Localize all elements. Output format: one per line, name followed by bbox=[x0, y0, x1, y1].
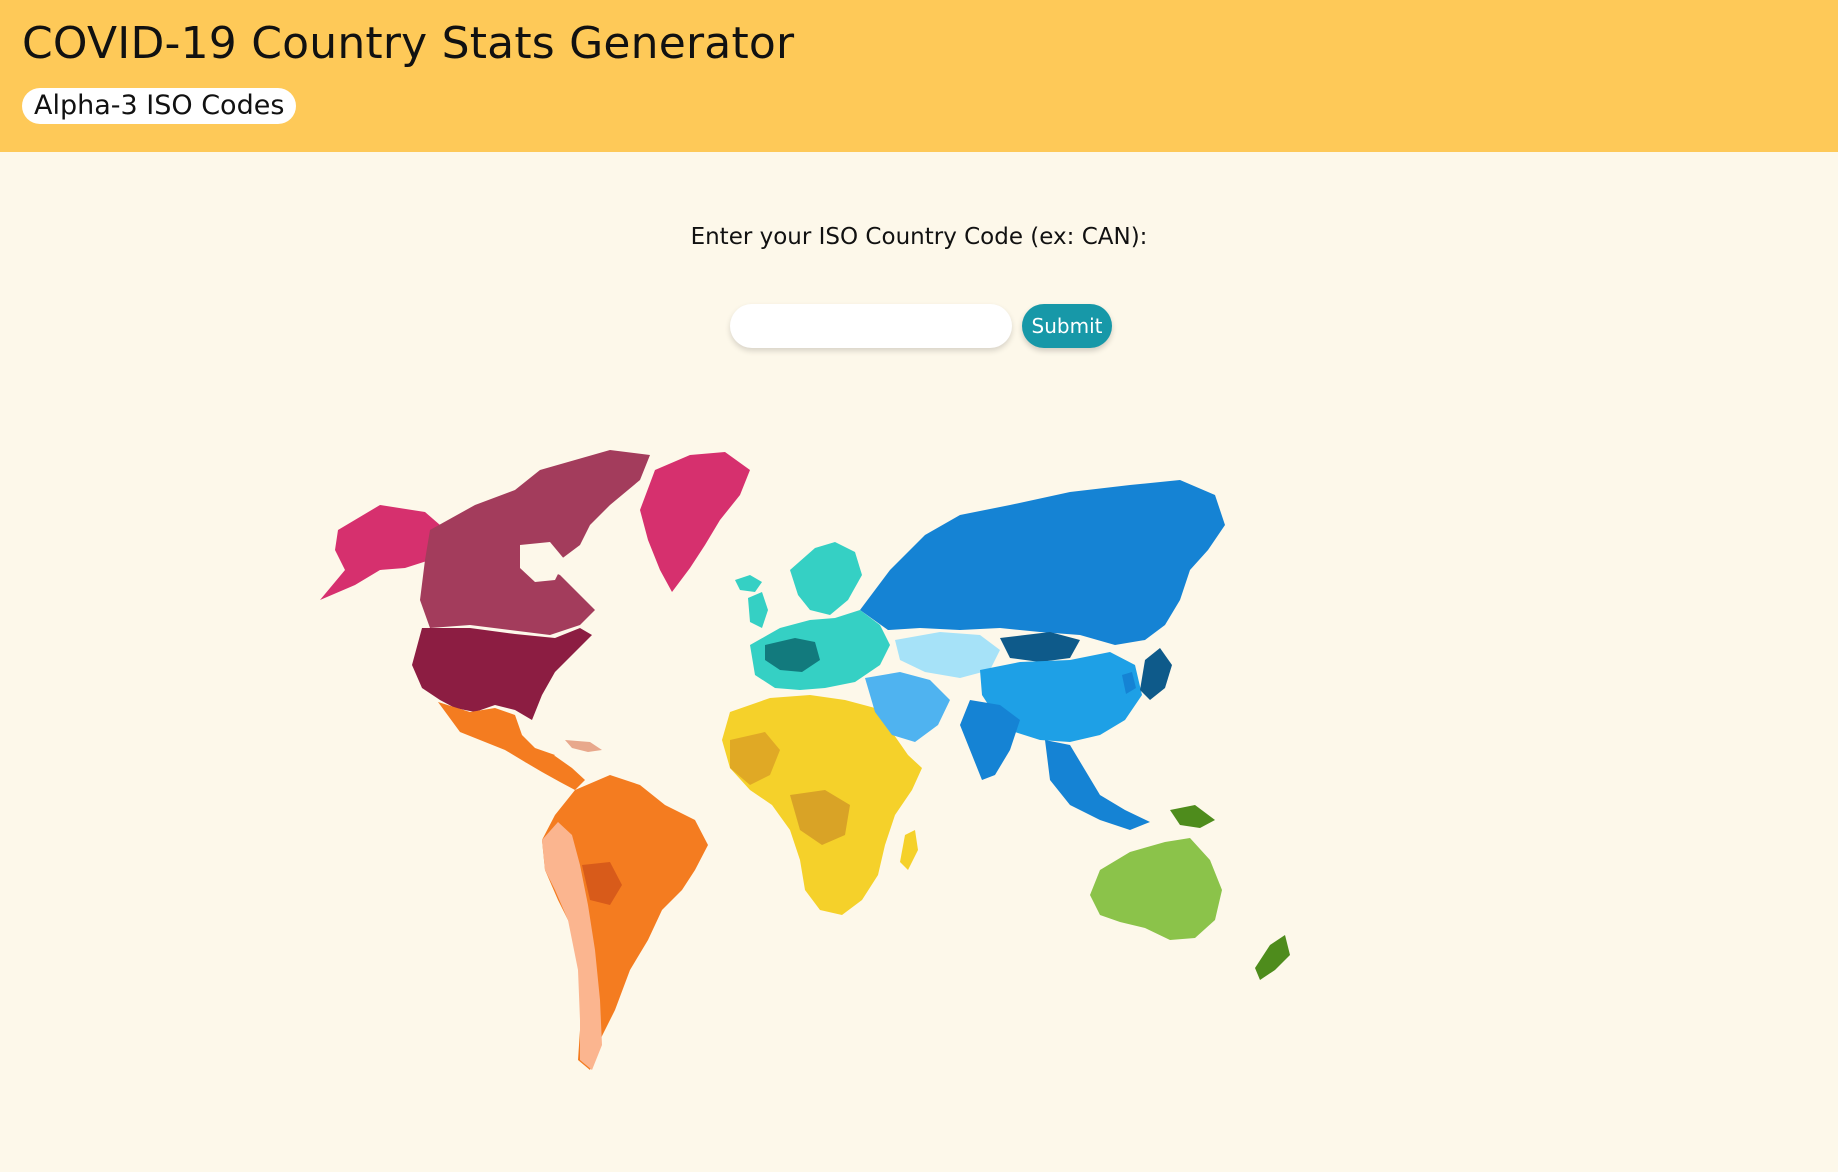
region-mongolia bbox=[1000, 632, 1080, 662]
country-code-prompt: Enter your ISO Country Code (ex: CAN): bbox=[690, 224, 1148, 250]
region-south-america-west bbox=[542, 822, 602, 1070]
page-header: COVID-19 Country Stats Generator Alpha-3… bbox=[0, 0, 1838, 152]
region-new-zealand bbox=[1255, 935, 1290, 980]
region-australia bbox=[1090, 838, 1222, 940]
region-caribbean bbox=[565, 740, 602, 752]
page-title: COVID-19 Country Stats Generator bbox=[22, 18, 795, 69]
region-bolivia bbox=[582, 862, 622, 905]
region-hudson-bay bbox=[520, 542, 565, 582]
region-canada bbox=[420, 450, 650, 635]
region-southeast-asia bbox=[1045, 740, 1150, 830]
region-alaska bbox=[320, 505, 440, 600]
region-south-america bbox=[542, 775, 708, 1070]
region-papua-new-guinea bbox=[1170, 805, 1215, 828]
region-united-states bbox=[412, 628, 592, 720]
iso-codes-link[interactable]: Alpha-3 ISO Codes bbox=[22, 88, 297, 124]
submit-button[interactable]: Submit bbox=[1022, 304, 1112, 348]
region-japan bbox=[1140, 648, 1172, 700]
region-uk bbox=[748, 592, 768, 628]
region-kazakhstan bbox=[895, 632, 1000, 678]
region-korea bbox=[1122, 672, 1136, 694]
country-code-input[interactable] bbox=[730, 304, 1012, 348]
region-europe-central bbox=[765, 638, 820, 672]
region-greenland bbox=[640, 452, 750, 592]
region-china bbox=[980, 652, 1142, 742]
region-scandinavia bbox=[790, 542, 862, 615]
region-middle-east bbox=[865, 672, 950, 742]
region-india bbox=[960, 700, 1020, 780]
region-africa-west bbox=[730, 732, 780, 785]
region-africa-central bbox=[790, 790, 850, 845]
region-russia bbox=[860, 480, 1225, 645]
region-iceland bbox=[735, 575, 762, 592]
region-mexico bbox=[438, 702, 555, 768]
region-central-america bbox=[525, 756, 585, 790]
world-map-icon bbox=[320, 450, 1290, 1070]
region-madagascar bbox=[900, 830, 918, 870]
world-map bbox=[310, 450, 1540, 1100]
